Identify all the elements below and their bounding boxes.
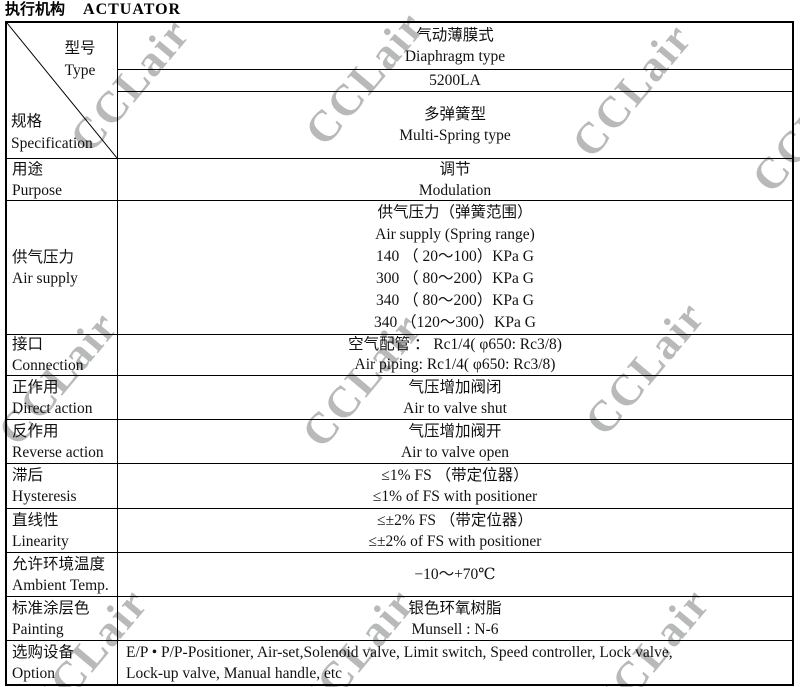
label-en: Painting: [12, 620, 64, 638]
label-zh: 反作用: [12, 422, 59, 440]
row-value: 气压增加阀开 Air to valve open: [117, 420, 792, 463]
label-en: Connection: [12, 357, 84, 374]
corner-label-specification: 规格 Specification: [11, 111, 93, 155]
cell-text: Modulation: [418, 181, 492, 199]
corner-spec-zh: 规格: [11, 113, 43, 130]
cell-text: 气压增加阀闭: [408, 378, 502, 396]
cell-text: 气动薄膜式: [416, 27, 494, 44]
row-label: 供气压力 Air supply: [7, 201, 117, 334]
cell-text: Multi-Spring type: [399, 127, 511, 144]
row-label: 直线性 Linearity: [7, 509, 117, 552]
row-value: 供气压力（弹簧范围） Air supply (Spring range) 140…: [117, 201, 792, 334]
cell-text: 5200LA: [429, 72, 481, 89]
label-zh: 滞后: [12, 467, 44, 484]
row-value: E/P • P/P-Positioner, Air-set,Solenoid v…: [117, 641, 792, 684]
cell-multi-spring-type: 多弹簧型 Multi-Spring type: [118, 91, 792, 158]
row-value: 调节 Modulation: [117, 159, 792, 200]
cell-text: ≤1% FS （带定位器）: [381, 467, 529, 484]
corner-type-en: Type: [64, 62, 96, 79]
row-label: 用途 Purpose: [7, 159, 117, 200]
table-row-hysteresis: 滞后 Hysteresis ≤1% FS （带定位器） ≤1% of FS wi…: [7, 463, 792, 508]
label-en: Option: [12, 664, 56, 682]
row-value: −10～+70℃: [117, 553, 792, 596]
row-label: 滞后 Hysteresis: [7, 464, 117, 508]
title-chinese: 执行机构: [5, 1, 66, 18]
table-row-connection: 接口 Connection 空气配管 ： Rc1/4( φ650: Rc3/8)…: [7, 334, 792, 375]
corner-cell: 型号 Type 规格 Specification: [7, 23, 117, 158]
table-row-linearity: 直线性 Linearity ≤±2% FS （带定位器） ≤±2% of FS …: [7, 508, 792, 552]
label-en: Purpose: [12, 181, 62, 199]
row-label: 接口 Connection: [7, 335, 117, 375]
row-value: ≤±2% FS （带定位器） ≤±2% of FS with positione…: [117, 509, 792, 552]
cell-text: 空气配管 ： Rc1/4( φ650: Rc3/8): [348, 336, 562, 353]
label-en: Air supply: [12, 269, 78, 287]
row-value: 银色环氧树脂 Munsell : N-6: [117, 597, 792, 640]
page-title: 执行机构 ACTUATOR: [5, 0, 181, 20]
row-label: 正作用 Direct action: [7, 376, 117, 419]
cell-text: ≤±2% of FS with positioner: [368, 532, 542, 550]
cell-text: Air to valve shut: [403, 399, 507, 417]
label-zh: 用途: [12, 160, 44, 178]
cell-text: Munsell : N-6: [411, 620, 499, 638]
corner-spec-en: Specification: [11, 135, 93, 152]
cell-text: ≤±2% FS （带定位器）: [377, 511, 533, 529]
label-zh: 供气压力: [12, 248, 75, 266]
diagonal-divider-line: [7, 23, 117, 158]
label-en: Ambient Temp.: [12, 576, 109, 594]
cell-text: 140 （ 20～100）KPa G: [375, 247, 534, 265]
table-row-reverse-action: 反作用 Reverse action 气压增加阀开 Air to valve o…: [7, 419, 792, 463]
cell-text: Air to valve open: [400, 443, 510, 461]
cell-text: 供气压力（弹簧范围）: [377, 203, 533, 221]
type-cells-stack: 气动薄膜式 Diaphragm type 5200LA 多弹簧型 Multi-S…: [117, 23, 792, 158]
cell-text: Diaphragm type: [404, 48, 506, 65]
cell-text: 340 （120～300）KPa G: [374, 313, 536, 331]
row-value: ≤1% FS （带定位器） ≤1% of FS with positioner: [117, 464, 792, 508]
label-en: Hysteresis: [12, 488, 77, 505]
cell-text: Lock-up valve, Manual handle, etc: [126, 664, 343, 682]
label-en: Linearity: [12, 532, 69, 550]
label-zh: 选购设备: [12, 643, 75, 661]
label-zh: 接口: [12, 336, 44, 353]
cell-text: 多弹簧型: [423, 106, 486, 123]
cell-text: 300 （ 80～200）KPa G: [375, 269, 534, 287]
label-zh: 正作用: [12, 378, 59, 396]
cell-text: 340 （ 80～200）KPa G: [375, 291, 534, 309]
table-row-painting: 标准涂层色 Painting 银色环氧树脂 Munsell : N-6: [7, 596, 792, 640]
cell-text: Air piping: Rc1/4( φ650: Rc3/8): [354, 356, 556, 373]
row-label: 反作用 Reverse action: [7, 420, 117, 463]
label-en: Direct action: [12, 399, 93, 417]
cell-text: Air supply (Spring range): [375, 225, 535, 243]
cell-text: 调节: [439, 160, 471, 178]
cell-text: ≤1% of FS with positioner: [372, 488, 538, 505]
cell-text: 银色环氧树脂: [408, 599, 502, 617]
label-zh: 直线性: [12, 511, 59, 529]
table-row-air-supply: 供气压力 Air supply 供气压力（弹簧范围） Air supply (S…: [7, 200, 792, 334]
title-english: ACTUATOR: [83, 1, 182, 18]
actuator-spec-table: 型号 Type 规格 Specification 气动薄膜式 Diaphragm…: [5, 21, 794, 686]
row-label: 选购设备 Option: [7, 641, 117, 684]
row-label: 标准涂层色 Painting: [7, 597, 117, 640]
label-zh: 标准涂层色: [12, 599, 90, 617]
label-zh: 允许环境温度: [12, 555, 106, 573]
table-row-type: 型号 Type 规格 Specification 气动薄膜式 Diaphragm…: [7, 23, 792, 158]
cell-model-5200la: 5200LA: [118, 69, 792, 91]
table-row-direct-action: 正作用 Direct action 气压增加阀闭 Air to valve sh…: [7, 375, 792, 419]
row-value: 气压增加阀闭 Air to valve shut: [117, 376, 792, 419]
table-row-purpose: 用途 Purpose 调节 Modulation: [7, 158, 792, 200]
cell-text: E/P • P/P-Positioner, Air-set,Solenoid v…: [126, 643, 673, 661]
cell-text: 气压增加阀开: [408, 422, 502, 440]
cell-diaphragm-type: 气动薄膜式 Diaphragm type: [118, 23, 792, 69]
label-en: Reverse action: [12, 443, 104, 461]
row-label: 允许环境温度 Ambient Temp.: [7, 553, 117, 596]
table-row-option: 选购设备 Option E/P • P/P-Positioner, Air-se…: [7, 640, 792, 684]
table-row-ambient-temp: 允许环境温度 Ambient Temp. −10～+70℃: [7, 552, 792, 596]
row-value: 空气配管 ： Rc1/4( φ650: Rc3/8) Air piping: R…: [117, 335, 792, 375]
corner-type-zh: 型号: [64, 40, 96, 57]
cell-text: −10～+70℃: [414, 566, 496, 583]
corner-label-type: 型号 Type: [49, 38, 111, 82]
